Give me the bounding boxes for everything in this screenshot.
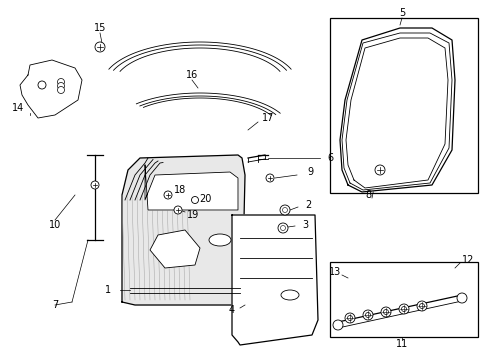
Bar xyxy=(329,18,477,193)
Text: 20: 20 xyxy=(199,194,211,204)
Circle shape xyxy=(38,81,46,89)
Circle shape xyxy=(383,310,387,315)
Text: 7: 7 xyxy=(52,300,58,310)
Circle shape xyxy=(163,191,172,199)
Circle shape xyxy=(347,315,352,320)
Text: 16: 16 xyxy=(185,70,198,80)
Text: 13: 13 xyxy=(328,267,341,277)
Circle shape xyxy=(365,312,370,318)
Polygon shape xyxy=(339,28,454,192)
Circle shape xyxy=(91,181,99,189)
Circle shape xyxy=(380,307,390,317)
Circle shape xyxy=(265,174,273,182)
Text: 5: 5 xyxy=(398,8,404,18)
Ellipse shape xyxy=(208,234,230,246)
Circle shape xyxy=(345,313,354,323)
Circle shape xyxy=(419,303,424,309)
Text: 10: 10 xyxy=(49,220,61,230)
Circle shape xyxy=(174,206,182,214)
Circle shape xyxy=(278,223,287,233)
Circle shape xyxy=(362,310,372,320)
Circle shape xyxy=(95,42,105,52)
Bar xyxy=(329,262,477,337)
Text: 3: 3 xyxy=(301,220,307,230)
Text: 15: 15 xyxy=(94,23,106,33)
Circle shape xyxy=(332,320,342,330)
Text: 17: 17 xyxy=(261,113,274,123)
Text: 14: 14 xyxy=(12,103,24,113)
Circle shape xyxy=(398,304,408,314)
Circle shape xyxy=(456,293,466,303)
Circle shape xyxy=(374,165,384,175)
Circle shape xyxy=(280,205,289,215)
Circle shape xyxy=(280,225,285,230)
Text: 12: 12 xyxy=(461,255,473,265)
Text: 6: 6 xyxy=(326,153,332,163)
Circle shape xyxy=(58,78,64,86)
Text: 1: 1 xyxy=(105,285,111,295)
Text: 11: 11 xyxy=(395,339,407,349)
Ellipse shape xyxy=(281,290,298,300)
Text: 2: 2 xyxy=(304,200,310,210)
Polygon shape xyxy=(145,165,238,210)
Circle shape xyxy=(416,301,426,311)
Circle shape xyxy=(58,86,64,94)
Text: 19: 19 xyxy=(186,210,199,220)
Text: 9: 9 xyxy=(306,167,312,177)
Polygon shape xyxy=(150,230,200,268)
Circle shape xyxy=(401,306,406,311)
Circle shape xyxy=(58,82,64,90)
Text: 18: 18 xyxy=(174,185,186,195)
Polygon shape xyxy=(122,155,244,305)
Text: 8: 8 xyxy=(364,190,370,200)
Circle shape xyxy=(282,207,287,212)
Polygon shape xyxy=(20,60,82,118)
Polygon shape xyxy=(231,215,317,345)
Circle shape xyxy=(191,197,198,203)
Text: 4: 4 xyxy=(228,305,235,315)
